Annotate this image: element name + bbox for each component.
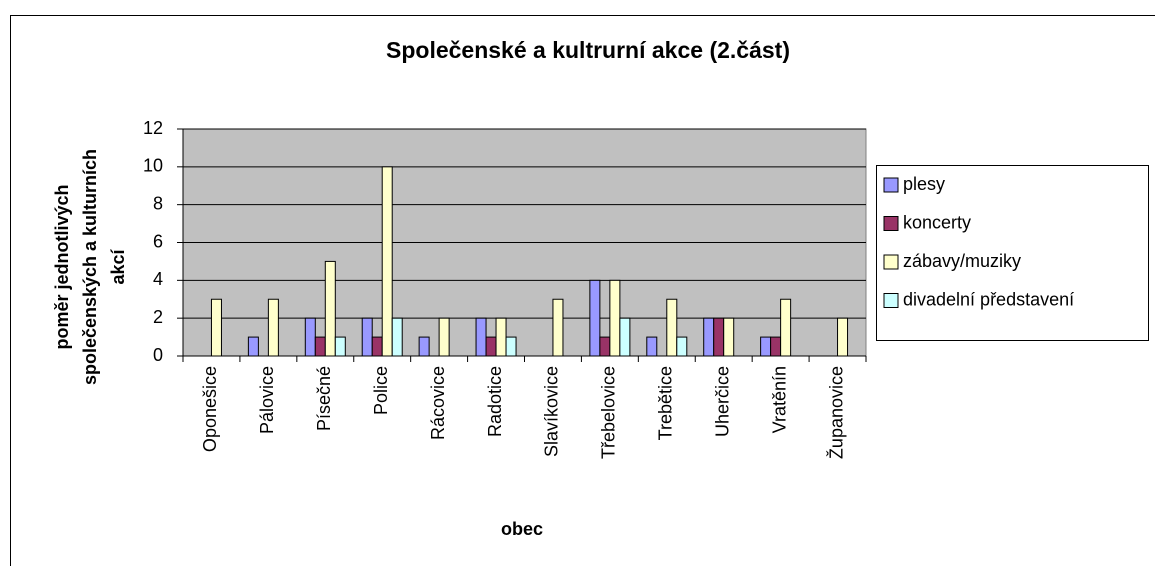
legend-label: plesy: [903, 174, 945, 194]
y-tick-label: 2: [153, 307, 163, 327]
bar: [703, 317, 715, 357]
bar: [619, 317, 631, 357]
legend-box: [876, 165, 1149, 341]
bar: [552, 298, 564, 357]
x-tick-label: Vratěnín: [769, 366, 789, 433]
bar: [324, 260, 336, 357]
y-tick-label: 4: [153, 269, 163, 289]
chart-title: Společenské a kultrurní akce (2.část): [386, 37, 790, 63]
bar: [334, 336, 346, 357]
x-tick-label: Uherčice: [712, 366, 732, 437]
bar: [599, 336, 611, 357]
bar: [304, 317, 316, 357]
y-tick-label: 6: [153, 231, 163, 251]
bar: [314, 336, 326, 357]
legend-label: divadelní představení: [903, 289, 1074, 309]
bar: [418, 336, 430, 357]
x-tick-label: Slavíkovice: [542, 366, 562, 457]
bar: [485, 336, 497, 357]
bar: [210, 298, 222, 357]
x-tick-label: Police: [371, 366, 391, 415]
bar: [589, 279, 601, 357]
bar: [475, 317, 487, 357]
bar: [391, 317, 403, 357]
x-tick-label: Radotice: [485, 366, 505, 437]
bar: [247, 336, 259, 357]
bar: [770, 336, 782, 357]
bar: [505, 336, 517, 357]
x-tick-label: Oponešice: [200, 366, 220, 452]
legend-swatch: [883, 177, 899, 193]
bar: [723, 317, 735, 357]
x-tick-label: Třebelovice: [599, 366, 619, 459]
bar: [713, 317, 725, 357]
y-tick-label: 8: [153, 193, 163, 213]
bar: [438, 317, 450, 357]
y-tick-label: 0: [153, 345, 163, 365]
bar: [760, 336, 772, 357]
y-axis-label: poměr jednotlivých společenských a kultu…: [52, 148, 128, 386]
bar: [676, 336, 688, 357]
y-tick-label: 12: [143, 118, 163, 138]
bar: [267, 298, 279, 357]
bar: [780, 298, 792, 357]
legend-label: koncerty: [903, 212, 971, 232]
bar: [646, 336, 658, 357]
x-tick-label: Rácovice: [428, 366, 448, 440]
legend-swatch: [883, 216, 899, 231]
x-axis-label: obec: [501, 519, 543, 539]
bar: [666, 298, 678, 357]
legend-swatch: [883, 293, 899, 308]
bar: [495, 317, 507, 357]
legend-label: zábavy/muziky: [903, 251, 1021, 271]
x-tick-label: Trebětice: [656, 366, 676, 440]
bar: [609, 279, 621, 357]
x-tick-label: Pálovice: [257, 366, 277, 434]
y-tick-label: 10: [143, 156, 163, 176]
legend-swatch: [883, 254, 899, 270]
x-tick-label: Županovice: [826, 366, 846, 459]
bar: [371, 336, 383, 357]
bar: [381, 166, 393, 357]
bar: [361, 317, 373, 357]
bar: [837, 317, 849, 357]
x-tick-label: Písečné: [314, 366, 334, 431]
